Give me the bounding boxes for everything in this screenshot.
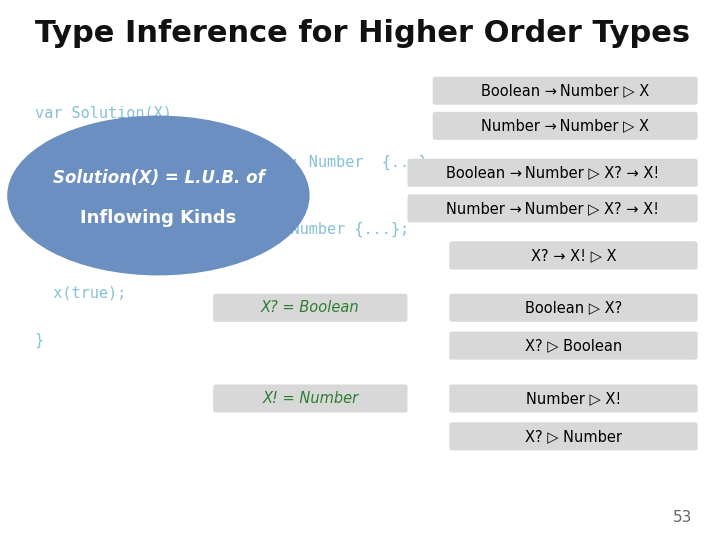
Text: X! = Number: X! = Number [262, 391, 359, 406]
FancyBboxPatch shape [449, 241, 698, 269]
Text: 53: 53 [673, 510, 693, 525]
Text: X? ▷ Number: X? ▷ Number [525, 429, 622, 444]
FancyBboxPatch shape [408, 159, 698, 187]
Text: x = function(y: Boolean): Number {...};: x = function(y: Boolean): Number {...}; [35, 222, 409, 237]
FancyBboxPatch shape [433, 112, 698, 140]
FancyBboxPatch shape [433, 77, 698, 105]
FancyBboxPatch shape [213, 294, 408, 322]
Text: X? ▷ Boolean: X? ▷ Boolean [525, 338, 622, 353]
Text: Number ▷ X!: Number ▷ X! [526, 391, 621, 406]
Text: Boolean → Number ▷ X: Boolean → Number ▷ X [481, 83, 649, 98]
Ellipse shape [7, 116, 310, 275]
Text: Boolean ▷ X?: Boolean ▷ X? [525, 300, 622, 315]
Text: var Solution(X): var Solution(X) [35, 106, 171, 121]
Text: Number → Number ▷ X? → X!: Number → Number ▷ X? → X! [446, 201, 659, 216]
Text: x: X = function(y: Number): Number  {...};: x: X = function(y: Number): Number {...}… [35, 154, 436, 170]
Text: Boolean → Number ▷ X? → X!: Boolean → Number ▷ X? → X! [446, 165, 660, 180]
Text: X? → X! ▷ X: X? → X! ▷ X [531, 248, 616, 263]
Text: X? = Boolean: X? = Boolean [261, 300, 359, 315]
FancyBboxPatch shape [213, 384, 408, 413]
FancyBboxPatch shape [449, 422, 698, 450]
FancyBboxPatch shape [449, 332, 698, 360]
Text: x(true);: x(true); [35, 285, 126, 300]
FancyBboxPatch shape [449, 384, 698, 413]
FancyBboxPatch shape [449, 294, 698, 322]
FancyBboxPatch shape [408, 194, 698, 222]
Text: Solution(X) = L.U.B. of: Solution(X) = L.U.B. of [53, 169, 264, 187]
Text: }: } [35, 333, 44, 348]
Text: Number → Number ▷ X: Number → Number ▷ X [481, 118, 649, 133]
Text: Inflowing Kinds: Inflowing Kinds [80, 209, 237, 227]
Text: Type Inference for Higher Order Types: Type Inference for Higher Order Types [35, 19, 690, 48]
